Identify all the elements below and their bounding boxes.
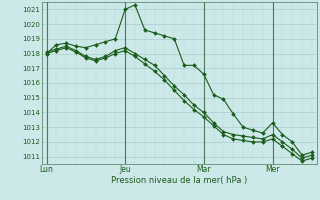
X-axis label: Pression niveau de la mer( hPa ): Pression niveau de la mer( hPa ) [111, 176, 247, 185]
